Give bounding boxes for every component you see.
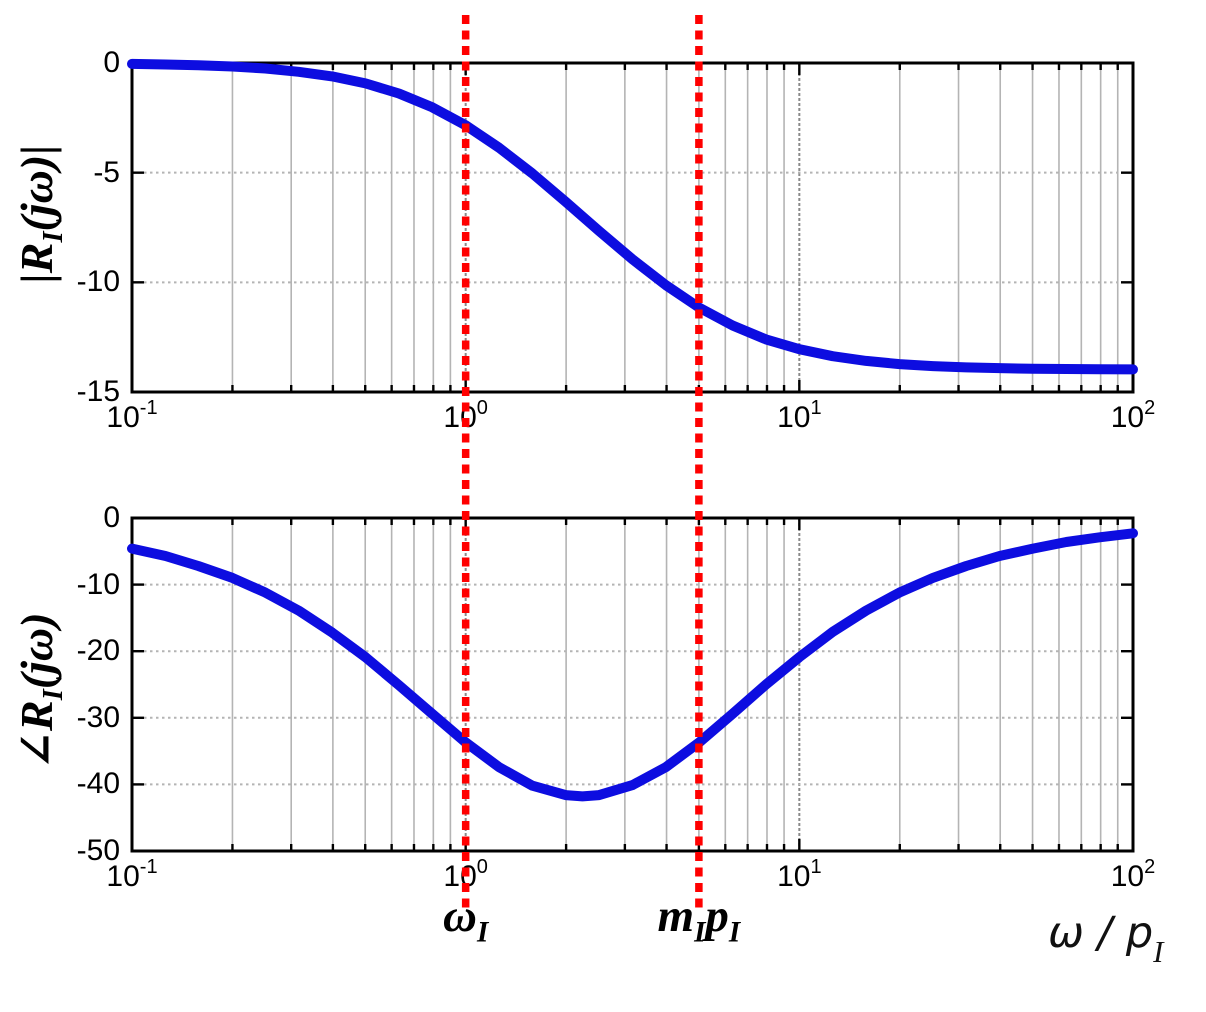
- x-tick-label-phase: 100: [443, 856, 488, 893]
- y-tick-label-phase: -50: [76, 834, 120, 867]
- y-tick-label-phase: -20: [76, 634, 120, 668]
- y-tick-label-magnitude: -15: [76, 375, 120, 408]
- x-tick-label-phase: 102: [1110, 856, 1156, 893]
- axes-box: [130, 61, 1135, 394]
- x-tick-label-phase: 101: [777, 856, 822, 893]
- y-tick-label-magnitude: 0: [103, 46, 120, 79]
- x-tick-label-magnitude: 100: [443, 397, 488, 434]
- omega-I-label: ωI: [442, 890, 489, 949]
- y-tick-label-phase: -30: [76, 700, 120, 734]
- magnitude-curve: [127, 58, 1138, 375]
- x-axis-label: ω / pI: [1048, 908, 1164, 970]
- y-tick-label-phase: -40: [76, 767, 120, 801]
- x-tick-label-magnitude: 102: [1110, 397, 1156, 434]
- axes-box: [130, 516, 1135, 853]
- y-tick-label-phase: 0: [103, 501, 120, 534]
- y-tick-label-phase: -10: [76, 567, 120, 601]
- y-tick-label-magnitude: -5: [93, 155, 120, 189]
- x-tick-label-magnitude: 10-1: [106, 397, 158, 434]
- mI-pI-label: mIpI: [657, 890, 741, 949]
- x-tick-label-magnitude: 101: [777, 397, 822, 434]
- phase-curve: [127, 528, 1138, 802]
- x-tick-label-phase: 10-1: [106, 856, 158, 893]
- y-tick-label-magnitude: -10: [76, 265, 120, 299]
